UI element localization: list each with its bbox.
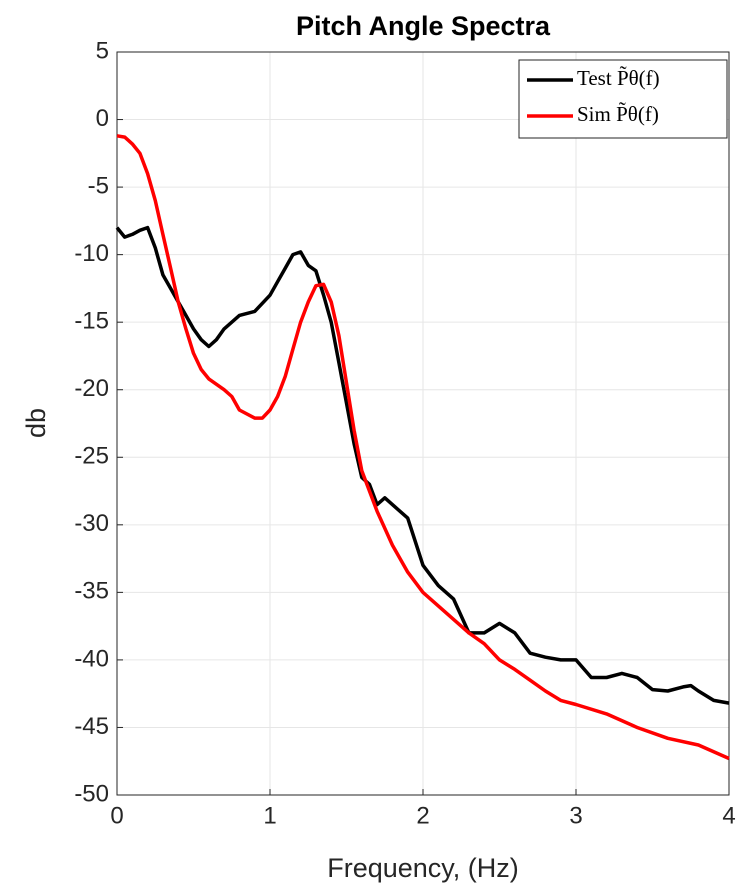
- y-tick-label: -15: [74, 308, 109, 335]
- legend-box: [518, 59, 728, 139]
- x-tick-label: 2: [416, 802, 429, 829]
- y-tick-label: -40: [74, 645, 109, 672]
- legend-label: Sim P̃θ(f): [577, 102, 659, 126]
- y-tick-label: 0: [96, 105, 109, 132]
- x-tick-label: 1: [263, 802, 276, 829]
- y-tick-label: -30: [74, 510, 109, 537]
- y-tick-label: -5: [88, 172, 109, 199]
- legend-label: Test P̃θ(f): [577, 66, 660, 90]
- series-line: [115, 225, 730, 705]
- y-tick-label: -45: [74, 713, 109, 740]
- y-tick-label: -35: [74, 578, 109, 605]
- y-tick-label: -10: [74, 240, 109, 267]
- chart-title: Pitch Angle Spectra: [296, 11, 551, 41]
- x-axis-label: Frequency, (Hz): [327, 853, 519, 883]
- y-axis-label: db: [21, 408, 51, 438]
- y-tick-label: -20: [74, 375, 109, 402]
- x-tick-label: 4: [722, 802, 735, 829]
- y-tick-label: -25: [74, 443, 109, 470]
- series-line: [116, 134, 730, 761]
- y-tick-label: 5: [96, 37, 109, 64]
- plot-frame: [116, 51, 730, 796]
- y-tick-label: -50: [74, 780, 109, 807]
- x-tick-label: 3: [569, 802, 582, 829]
- x-tick-label: 0: [110, 802, 123, 829]
